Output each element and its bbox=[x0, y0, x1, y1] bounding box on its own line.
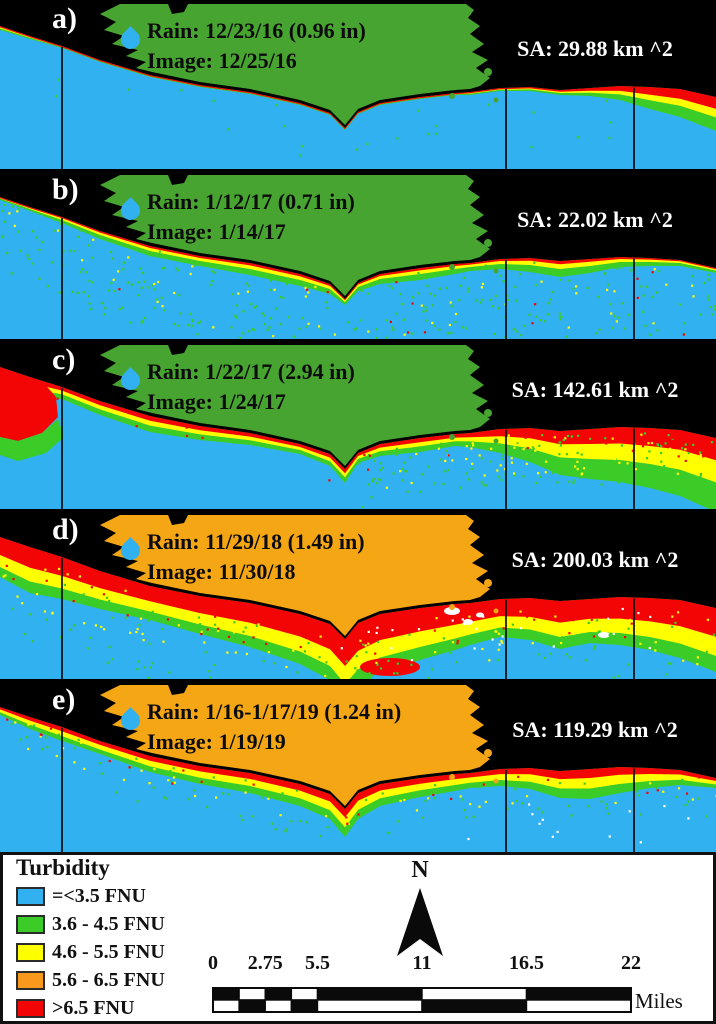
legend-swatch-red bbox=[16, 998, 45, 1018]
scalebar-tick: 11 bbox=[412, 952, 432, 974]
legend-item: >6.5 FNU bbox=[16, 997, 135, 1019]
surface-area-text: SA: 119.29 km ^2 bbox=[512, 717, 678, 742]
legend-swatch-green bbox=[16, 914, 45, 934]
rain-date-text: Rain: 1/22/17 (2.94 in) bbox=[147, 359, 355, 384]
scalebar-tick: 5.5 bbox=[305, 952, 330, 974]
legend-swatch-blue bbox=[16, 886, 45, 906]
map-panel-e: e) Rain: 1/16-1/17/19 (1.24 in) Image: 1… bbox=[0, 681, 716, 852]
legend-item: 4.6 - 5.5 FNU bbox=[16, 941, 165, 963]
panel-label: d) bbox=[52, 513, 79, 546]
panel-label: a) bbox=[52, 2, 77, 35]
legend-item-label: =<3.5 FNU bbox=[52, 884, 146, 907]
legend-panel: Turbidity =<3.5 FNU 3.6 - 4.5 FNU 4.6 - … bbox=[0, 852, 716, 1024]
image-date-text: Image: 1/24/17 bbox=[147, 389, 286, 414]
turbidity-map-d bbox=[0, 511, 716, 679]
map-panel-b: b) Rain: 1/12/17 (0.71 in) Image: 1/14/1… bbox=[0, 171, 716, 339]
turbidity-map-e bbox=[0, 681, 716, 852]
legend-item-label: >6.5 FNU bbox=[52, 996, 135, 1019]
scalebar bbox=[212, 987, 632, 1013]
image-date-text: Image: 12/25/16 bbox=[147, 48, 297, 73]
turbidity-map-a bbox=[0, 0, 716, 169]
scalebar-tick: 2.75 bbox=[247, 952, 283, 974]
rain-date-text: Rain: 11/29/18 (1.49 in) bbox=[147, 529, 365, 554]
surface-area-text: SA: 22.02 km ^2 bbox=[517, 207, 673, 232]
map-panel-a: a) Rain: 12/23/16 (0.96 in) Image: 12/25… bbox=[0, 0, 716, 169]
surface-area-text: SA: 142.61 km ^2 bbox=[511, 377, 679, 402]
panel-label: b) bbox=[52, 173, 79, 206]
scalebar-tick: 16.5 bbox=[509, 952, 544, 974]
north-arrow-icon bbox=[397, 888, 443, 956]
image-date-text: Image: 11/30/18 bbox=[147, 559, 296, 584]
scalebar-tick: 0 bbox=[208, 952, 218, 974]
north-label: N bbox=[411, 857, 429, 883]
legend-item-label: 4.6 - 5.5 FNU bbox=[52, 940, 165, 963]
legend-swatch-yellow bbox=[16, 942, 45, 962]
image-date-text: Image: 1/14/17 bbox=[147, 219, 286, 244]
rain-date-text: Rain: 12/23/16 (0.96 in) bbox=[147, 18, 366, 43]
scalebar-tick: 22 bbox=[621, 952, 641, 974]
turbidity-map-b bbox=[0, 171, 716, 339]
panel-label: c) bbox=[52, 343, 76, 376]
legend-swatch-orange bbox=[16, 970, 45, 990]
legend-item-label: 5.6 - 6.5 FNU bbox=[52, 968, 165, 991]
image-date-text: Image: 1/19/19 bbox=[147, 729, 286, 754]
legend-item: 5.6 - 6.5 FNU bbox=[16, 969, 165, 991]
surface-area-text: SA: 29.88 km ^2 bbox=[517, 36, 673, 61]
scalebar-unit-label: Miles bbox=[635, 989, 683, 1013]
legend-item-label: 3.6 - 4.5 FNU bbox=[52, 912, 165, 935]
rain-date-text: Rain: 1/12/17 (0.71 in) bbox=[147, 189, 355, 214]
rain-date-text: Rain: 1/16-1/17/19 (1.24 in) bbox=[147, 699, 402, 724]
panel-label: e) bbox=[52, 683, 76, 716]
legend-title: Turbidity bbox=[16, 855, 110, 880]
map-panel-c: c) Rain: 1/22/17 (2.94 in) Image: 1/24/1… bbox=[0, 341, 716, 509]
legend-item: =<3.5 FNU bbox=[16, 885, 146, 907]
turbidity-map-c bbox=[0, 341, 716, 509]
map-panel-d: d) Rain: 11/29/18 (1.49 in) Image: 11/30… bbox=[0, 511, 716, 679]
legend-item: 3.6 - 4.5 FNU bbox=[16, 913, 165, 935]
surface-area-text: SA: 200.03 km ^2 bbox=[511, 547, 679, 572]
